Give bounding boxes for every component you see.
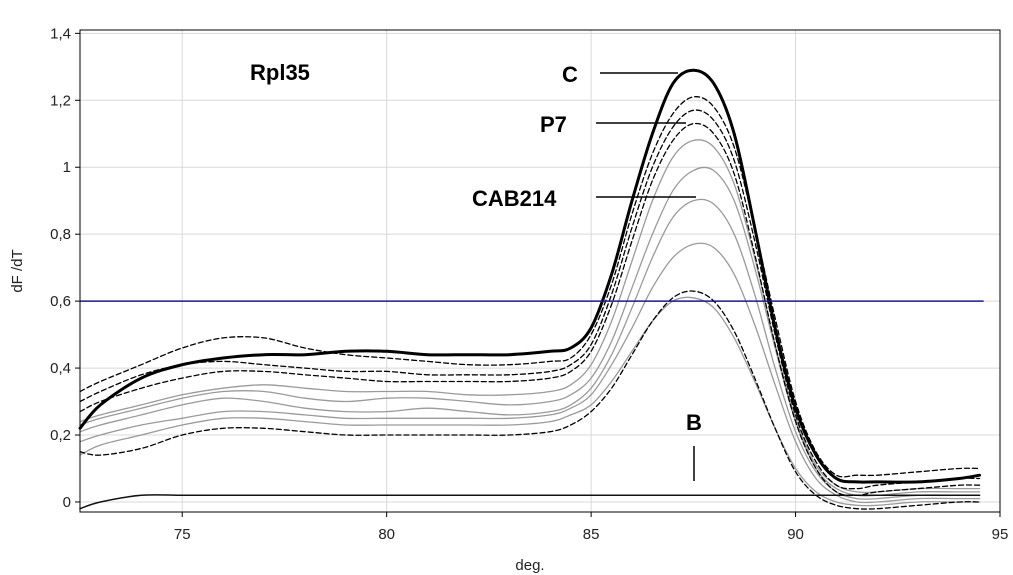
y-tick-label: 1,2 bbox=[50, 92, 71, 109]
annotation-label: B bbox=[686, 410, 702, 435]
series-line-dashed bbox=[79, 290, 981, 510]
plot-area-background bbox=[80, 30, 1000, 512]
y-axis-label: dF /dT bbox=[9, 249, 26, 292]
series-line-gray bbox=[79, 296, 981, 507]
series-lines bbox=[78, 68, 982, 510]
x-tick-label: 75 bbox=[174, 526, 191, 543]
y-tick-label: 0,2 bbox=[50, 427, 71, 444]
x-tick-label: 95 bbox=[992, 526, 1009, 543]
y-tick-label: 0,6 bbox=[50, 293, 71, 310]
annotation-label: Rpl35 bbox=[250, 60, 310, 85]
y-tick-label: 1 bbox=[63, 159, 71, 176]
x-tick-label: 80 bbox=[378, 526, 395, 543]
y-tick-label: 0 bbox=[63, 494, 71, 511]
y-tick-label: 0,4 bbox=[50, 360, 71, 377]
annotations: Rpl35 C P7 CAB214 B bbox=[250, 60, 702, 481]
series-line-gray bbox=[79, 139, 981, 494]
series-line-bold bbox=[78, 68, 982, 484]
x-tick-label: 90 bbox=[787, 526, 804, 543]
y-axis-ticks: 0 0,2 0,4 0,6 0,8 1 1,2 1,4 bbox=[50, 25, 80, 511]
y-tick-label: 0,8 bbox=[50, 226, 71, 243]
x-axis-ticks: 75 80 85 90 95 bbox=[174, 512, 1008, 543]
series-line-gray bbox=[79, 242, 981, 504]
series-line-dashed bbox=[79, 109, 981, 490]
x-tick-label: 85 bbox=[583, 526, 600, 543]
series-line-dashed bbox=[79, 96, 981, 478]
y-tick-label: 1,4 bbox=[50, 25, 71, 42]
annotation-label: P7 bbox=[540, 112, 567, 137]
x-axis-label: deg. bbox=[515, 557, 544, 574]
annotation-label: C bbox=[562, 62, 578, 87]
annotation-label: CAB214 bbox=[472, 186, 557, 211]
plot-area-border bbox=[79, 29, 1001, 513]
